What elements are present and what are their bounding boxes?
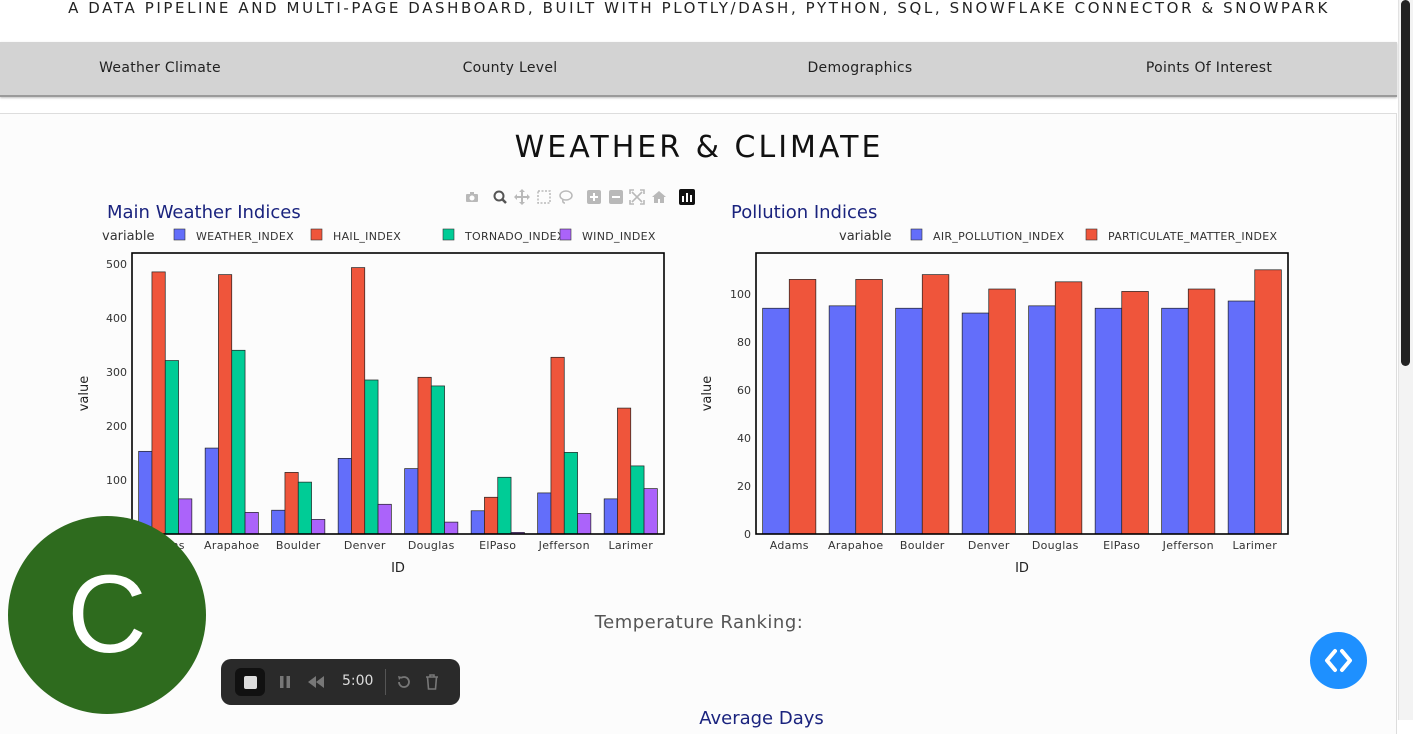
page-subtitle: A DATA PIPELINE AND MULTI-PAGE DASHBOARD… xyxy=(68,0,1330,17)
rewind-icon[interactable] xyxy=(307,675,325,689)
main-content xyxy=(0,113,1397,734)
restart-icon[interactable] xyxy=(396,674,412,690)
box-select-icon[interactable] xyxy=(536,189,552,205)
nav-points-of-interest[interactable]: Points Of Interest xyxy=(1145,60,1273,76)
navbar: Weather Climate County Level Demographic… xyxy=(0,42,1397,97)
nav-demographics[interactable]: Demographics xyxy=(807,60,913,76)
page-title: WEATHER & CLIMATE xyxy=(514,130,884,165)
stop-button[interactable] xyxy=(235,668,265,696)
lasso-icon[interactable] xyxy=(558,189,574,205)
code-toggle-button[interactable] xyxy=(1310,632,1367,689)
avatar-letter: C xyxy=(67,553,147,676)
reset-axes-icon[interactable] xyxy=(651,189,667,205)
recording-toolbar: 5:00 xyxy=(221,659,460,705)
code-icon xyxy=(1325,649,1352,672)
nav-weather-climate[interactable]: Weather Climate xyxy=(99,60,221,76)
zoom-out-icon[interactable] xyxy=(608,189,624,205)
plotly-logo-icon[interactable] xyxy=(679,189,695,205)
camera-icon[interactable] xyxy=(464,189,480,205)
user-avatar: C xyxy=(8,516,206,714)
zoom-icon[interactable] xyxy=(492,189,508,205)
stop-icon xyxy=(244,676,257,689)
temperature-ranking-label: Temperature Ranking: xyxy=(594,612,804,633)
recording-timer: 5:00 xyxy=(342,673,374,689)
scrollbar-thumb[interactable] xyxy=(1401,0,1410,366)
pan-icon[interactable] xyxy=(514,189,530,205)
trash-icon[interactable] xyxy=(425,674,439,690)
pause-icon[interactable] xyxy=(278,675,292,689)
nav-county-level[interactable]: County Level xyxy=(462,60,558,76)
autoscale-icon[interactable] xyxy=(629,189,645,205)
toolbar-divider xyxy=(385,669,386,695)
zoom-in-icon[interactable] xyxy=(586,189,602,205)
average-days-heading: Average Days xyxy=(699,708,824,729)
